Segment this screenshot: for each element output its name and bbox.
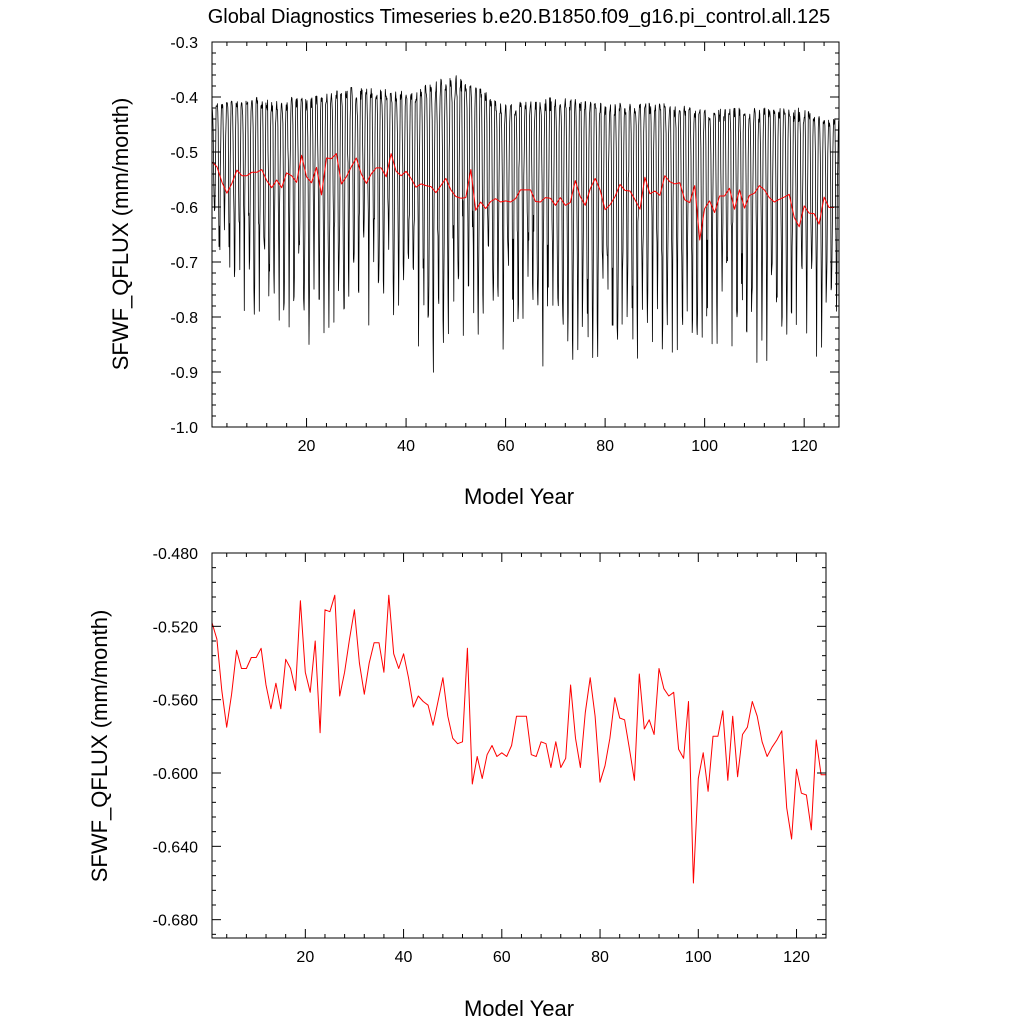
top-y-tick-label: -0.7 xyxy=(170,255,198,272)
top-axis-ticks: 20 40 60 80 100 120 -0.3 -0.4 -0.5 -0.6 -0.7 -0.8 -0… xyxy=(170,35,839,455)
bottom-series-line-1 xyxy=(211,594,826,884)
bottom-x-tick-label: 100 xyxy=(685,949,712,966)
top-y-tick-label: -1.0 xyxy=(170,420,198,437)
bottom-x-tick-label: 60 xyxy=(493,949,511,966)
top-x-tick-label: 20 xyxy=(298,438,316,455)
bottom-x-tick-label: 120 xyxy=(783,949,810,966)
top-y-tick-label: -0.4 xyxy=(170,90,198,107)
top-y-tick-label: -0.3 xyxy=(170,35,198,52)
top-y-tick-label: -0.8 xyxy=(170,310,198,327)
top-x-tick-label: 60 xyxy=(497,438,515,455)
bottom-y-tick-label: -0.600 xyxy=(153,766,198,783)
bottom-y-tick-label: -0.480 xyxy=(153,546,198,563)
top-x-tick-label: 80 xyxy=(596,438,614,455)
bottom-plot-marks xyxy=(211,594,826,884)
bottom-plot-frame xyxy=(211,552,827,939)
bottom-x-tick-label: 80 xyxy=(591,949,609,966)
top-x-tick-label: 40 xyxy=(397,438,415,455)
bottom-x-tick-label: 40 xyxy=(395,949,413,966)
top-y-tick-label: -0.9 xyxy=(170,365,198,382)
bottom-axis-ticks: 20 40 60 80 100 120 -0.480 -0.520 -0.560 -0.600 -0… xyxy=(153,546,826,966)
top-series-line-1 xyxy=(211,75,840,373)
top-series-line-2 xyxy=(211,153,834,241)
top-x-tick-label: 100 xyxy=(691,438,718,455)
top-y-axis-label: SFWF_QFLUX (mm/month) xyxy=(108,98,133,371)
bottom-panel: 20 40 60 80 100 120 -0.480 -0.520 -0.560 -0.600 -0… xyxy=(87,546,827,1021)
top-x-axis-label: Model Year xyxy=(464,484,574,509)
top-y-tick-label: -0.6 xyxy=(170,200,198,217)
bottom-y-tick-label: -0.640 xyxy=(153,839,198,856)
bottom-y-tick-label: -0.680 xyxy=(153,913,198,930)
top-plot-marks xyxy=(211,75,840,373)
top-panel: 20 40 60 80 100 120 -0.3 -0.4 -0.5 -0.6 -0.7 -0.8 -0… xyxy=(108,35,840,509)
top-x-tick-label: 120 xyxy=(791,438,818,455)
bottom-y-tick-label: -0.520 xyxy=(153,619,198,636)
top-y-tick-label: -0.5 xyxy=(170,145,198,162)
bottom-y-tick-label: -0.560 xyxy=(153,693,198,710)
bottom-x-tick-label: 20 xyxy=(296,949,314,966)
chart-title: Global Diagnostics Timeseries b.e20.B185… xyxy=(208,6,831,28)
bottom-y-axis-label: SFWF_QFLUX (mm/month) xyxy=(87,610,112,883)
bottom-x-axis-label: Model Year xyxy=(464,996,574,1021)
